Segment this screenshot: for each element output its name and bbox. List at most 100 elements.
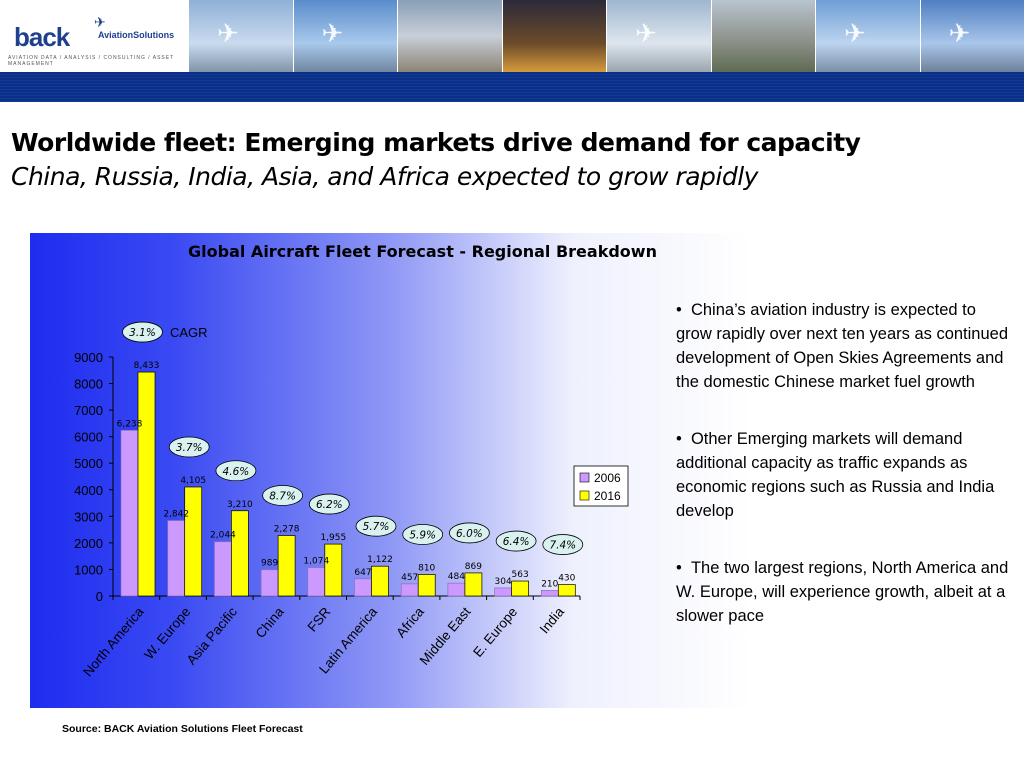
aircraft-photo: ✈ [919,0,1024,72]
header: back ✈ AviationSolutions AVIATION DATA /… [0,0,1024,72]
x-category-label: India [537,604,568,636]
cagr-label: CAGR [170,325,208,340]
y-tick-label: 3000 [74,509,103,524]
data-label-2016: 869 [465,562,482,572]
data-label-2006: 304 [495,577,512,587]
header-bar [0,72,1024,102]
aircraft-photo: ✈ [815,0,920,72]
bar-2016 [511,580,529,597]
x-category-label: Africa [393,604,427,640]
cagr-value: 6.2% [316,499,343,511]
data-label-2006: 484 [448,572,465,582]
data-label-2016: 2,278 [274,525,300,535]
fleet-bar-chart: 0 1000 2000 3000 4000 5000 6000 7000 8000 9000 6,2… [74,321,629,680]
bar-2006 [120,429,139,597]
bar-2016 [184,486,203,597]
data-label-2006: 210 [541,579,558,589]
data-label-2016: 4,105 [180,476,206,486]
cagr-bubble [355,515,397,537]
y-tick-label: 7000 [74,403,103,418]
aircraft-photo: ✈ [606,0,711,72]
cagr-bubble [122,321,163,343]
data-label-2006: 2,044 [210,531,236,541]
data-label-2006: 457 [401,573,418,583]
y-tick-label: 1000 [74,562,103,577]
y-tick-label: 6000 [74,430,103,445]
aircraft-photo: ✈ [292,0,397,72]
company-logo[interactable]: back ✈ AviationSolutions AVIATION DATA /… [0,0,188,72]
slide-subtitle: China, Russia, India, Asia, and Africa e… [11,162,758,191]
bar-2016 [464,572,483,597]
bar-2006 [307,567,326,597]
bar-2006 [167,520,186,597]
cagr-bubble [215,460,257,482]
airport-photo [501,0,606,72]
bar-2016 [137,371,156,597]
data-label-2006: 1,074 [303,556,329,566]
airport-photo [397,0,502,72]
x-category-label: FSR [305,604,334,635]
cagr-bubble [168,436,210,458]
y-tick-label: 0 [96,589,103,604]
legend-swatch-2006 [579,472,590,483]
data-label-2016: 8,433 [134,361,160,371]
bullet-item: • The two largest regions, North America… [676,559,1009,625]
cagr-bubble [308,493,350,515]
legend-label-2006: 2006 [594,471,621,485]
x-category-label: E. Europe [470,604,520,660]
y-tick-label: 2000 [74,536,103,551]
cagr-value: 5.7% [363,521,390,533]
data-label-2016: 1,122 [367,555,393,565]
cagr-value: 3.1% [129,327,156,339]
cagr-value: 4.6% [223,466,250,478]
cagr-bubble [448,522,490,544]
bullet-text: The two largest regions, North America a… [676,559,1009,625]
cagr-value: 6.0% [456,528,483,540]
logo-subtitle: AviationSolutions [98,30,175,40]
cagr-value: 3.7% [176,442,203,454]
bar-2016 [371,565,389,597]
logo-tagline: AVIATION DATA / ANALYSIS / CONSULTING / … [8,55,175,67]
bullet-item: • Other Emerging markets will demand add… [676,430,995,520]
cagr-value: 5.9% [409,529,436,541]
bar-2006 [354,578,372,597]
bullet-text: China’s aviation industry is expected to… [676,301,1009,391]
bar-2006 [260,569,279,597]
aircraft-photo: ✈ [188,0,293,72]
bar-2016 [557,584,576,597]
x-category-label: W. Europe [141,604,193,662]
chart-title: Global Aircraft Fleet Forecast - Regiona… [188,242,657,261]
bullet-list: • China’s aviation industry is expected … [676,298,1016,661]
legend-swatch-2016 [579,490,590,501]
y-tick-label: 5000 [74,456,103,471]
data-label-2006: 6,238 [117,419,143,429]
bullet-item: • China’s aviation industry is expected … [676,301,1009,391]
bar-2006 [540,590,559,597]
y-tick-label: 4000 [74,483,103,498]
cargo-photo [710,0,815,72]
bar-2006 [400,583,419,597]
data-label-2016: 810 [418,563,435,573]
bar-2006 [447,582,466,597]
x-category-label: North America [80,604,147,680]
cagr-value: 6.4% [503,536,530,548]
plane-icon: ✈ [94,14,106,30]
logo-brand: back [14,22,70,52]
bullet-text: Other Emerging markets will demand addit… [676,430,995,520]
source-note: Source: BACK Aviation Solutions Fleet Fo… [62,723,303,735]
legend-label-2016: 2016 [594,489,621,503]
y-tick-label: 9000 [74,350,103,365]
cagr-value: 7.4% [549,540,576,552]
cagr-bubble [542,534,584,555]
bar-2016 [324,543,343,597]
data-label-2016: 563 [512,570,529,580]
data-label-2006: 647 [354,568,371,578]
x-category-label: China [253,604,287,641]
data-label-2016: 3,210 [227,500,253,510]
cagr-bubble [495,530,537,552]
data-label-2016: 1,955 [320,533,346,543]
bar-2006 [494,587,512,597]
bar-2006 [214,541,232,597]
header-photo-strip: ✈ ✈ ✈ ✈ ✈ [188,0,1024,72]
data-label-2006: 989 [261,559,278,569]
